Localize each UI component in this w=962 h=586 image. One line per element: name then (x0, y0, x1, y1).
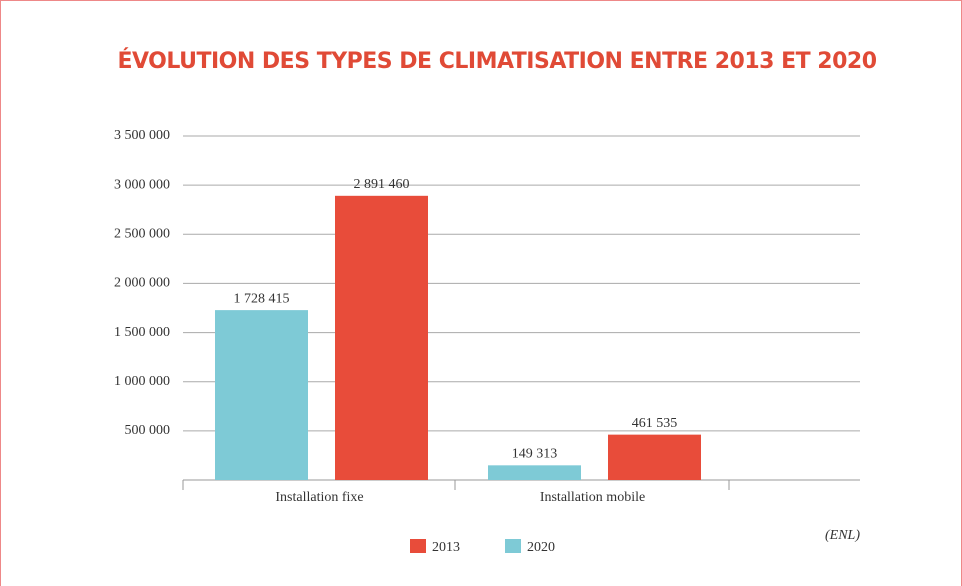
y-tick-label: 1 500 000 (114, 325, 170, 340)
x-tick-label: Installation mobile (540, 490, 645, 505)
bar (215, 310, 308, 480)
legend-swatch (505, 539, 521, 553)
chart-title: ÉVOLUTION DES TYPES DE CLIMATISATION ENT… (117, 48, 876, 74)
legend-label: 2020 (527, 540, 555, 555)
bar (608, 434, 701, 480)
y-tick-label: 3 500 000 (114, 128, 170, 143)
y-tick-label: 3 000 000 (114, 177, 170, 192)
data-label: 2 891 460 (354, 177, 410, 192)
bar (488, 465, 581, 480)
data-label: 1 728 415 (234, 291, 290, 306)
y-tick-label: 500 000 (125, 423, 171, 438)
data-label: 461 535 (632, 416, 678, 431)
x-tick-label: Installation fixe (275, 490, 363, 505)
bar (335, 195, 428, 480)
legend-label: 2013 (432, 540, 460, 555)
y-tick-label: 1 000 000 (114, 374, 170, 389)
data-label: 149 313 (512, 447, 558, 462)
source: (ENL) (825, 528, 860, 543)
y-tick-label: 2 500 000 (114, 227, 170, 242)
y-tick-label: 2 000 000 (114, 276, 170, 291)
legend-swatch (410, 539, 426, 553)
